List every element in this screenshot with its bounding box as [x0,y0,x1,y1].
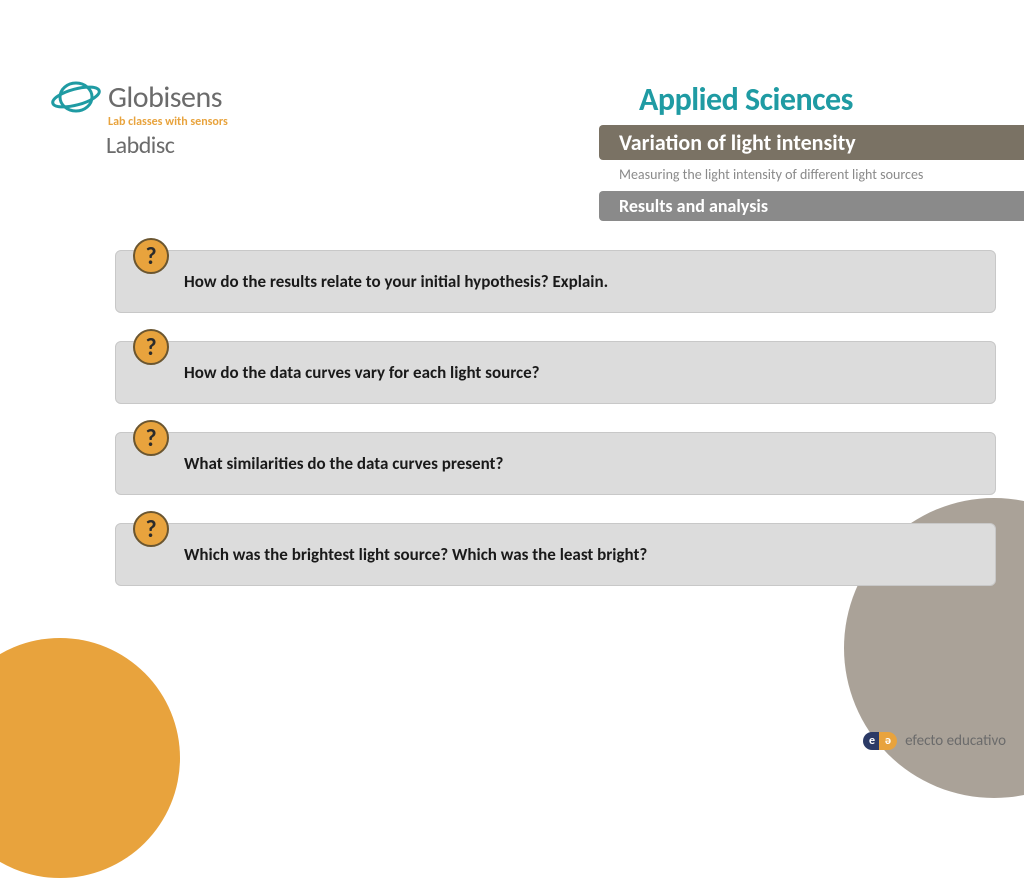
questions-list: ? How do the results relate to your init… [115,250,996,614]
logo-block: Globisens Lab classes with sensors Labdi… [50,75,310,160]
brand-name: Globisens [108,79,222,116]
question-item: ? What similarities do the data curves p… [115,432,996,495]
footer-logo-icon: eǝ [863,732,897,750]
series-title: Applied Sciences [639,80,1024,119]
header-block: Applied Sciences Variation of light inte… [599,80,1024,221]
question-item: ? How do the data curves vary for each l… [115,341,996,404]
question-mark-icon: ? [133,511,169,547]
subtitle: Measuring the light intensity of differe… [619,166,1024,183]
question-text: What similarities do the data curves pre… [115,432,996,495]
brand-tagline: Lab classes with sensors [108,115,310,129]
question-mark-icon: ? [133,420,169,456]
globe-icon [50,75,102,119]
question-item: ? How do the results relate to your init… [115,250,996,313]
question-mark-icon: ? [133,238,169,274]
question-text: How do the results relate to your initia… [115,250,996,313]
question-mark-icon: ? [133,329,169,365]
section-bar: Results and analysis [599,191,1024,221]
question-text: Which was the brightest light source? Wh… [115,523,996,586]
footer-text: efecto educativo [905,732,1006,750]
question-text: How do the data curves vary for each lig… [115,341,996,404]
topic-bar: Variation of light intensity [599,125,1024,160]
question-item: ? Which was the brightest light source? … [115,523,996,586]
product-name: Labdisc [106,131,310,160]
decor-circle-orange [0,638,180,878]
footer-brand: eǝ efecto educativo [863,732,1006,750]
